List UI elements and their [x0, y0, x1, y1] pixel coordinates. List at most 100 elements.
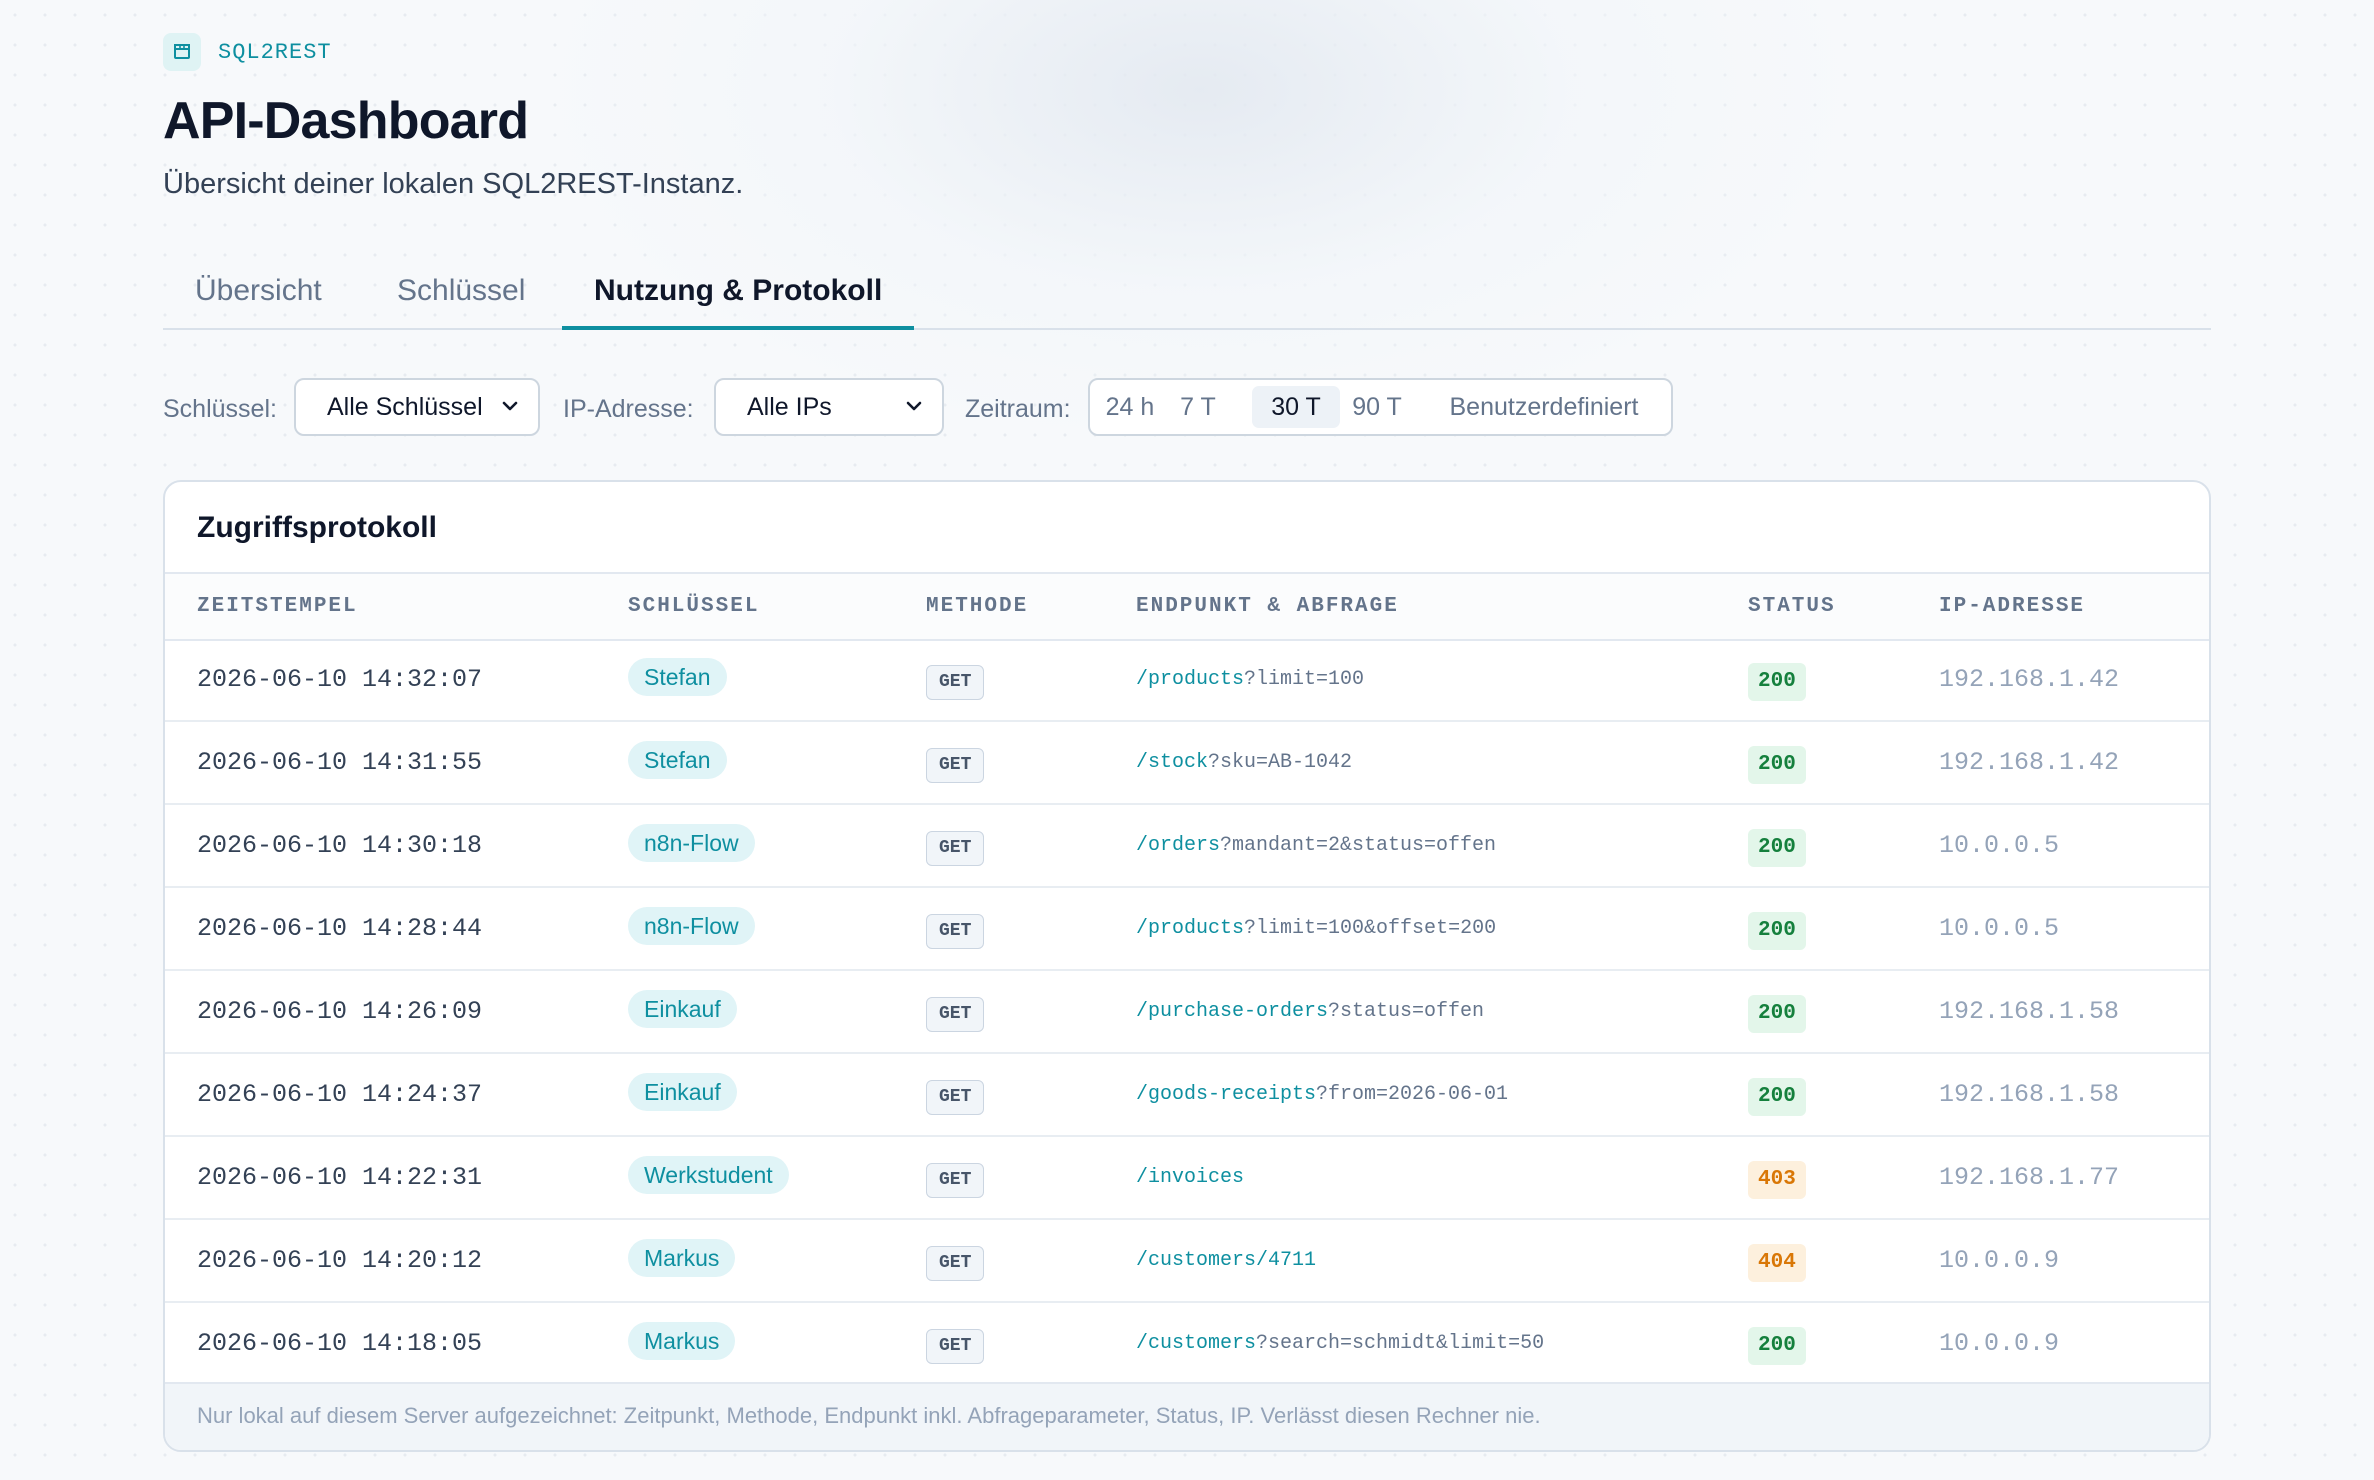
endpoint-path: /stock	[1136, 751, 1209, 774]
ip-cell: 192.168.1.58	[1939, 997, 2120, 1026]
endpoint-query: ?sku=AB-1042	[1208, 751, 1353, 774]
col-endpoint: ENDPUNKT & ABFRAGE	[1136, 595, 1399, 618]
ip-filter-select[interactable]: Alle IPs	[714, 378, 944, 436]
ip-cell: 192.168.1.42	[1939, 748, 2120, 777]
tab-usage-log[interactable]: Nutzung & Protokoll	[561, 254, 915, 330]
endpoint-query: ?status=offen	[1328, 1000, 1485, 1023]
status-badge: 200	[1748, 1326, 1806, 1365]
endpoint-cell: /products?limit=100&offset=200	[1136, 917, 1496, 940]
brand-name: SQL2REST	[218, 39, 332, 65]
endpoint-cell: /customers/4711	[1136, 1249, 1316, 1272]
status-badge: 200	[1748, 745, 1806, 784]
endpoint-path: /customers	[1136, 1332, 1257, 1355]
range-24h[interactable]: 24 h	[1105, 393, 1155, 421]
key-filter-value: Alle Schlüssel	[327, 393, 483, 421]
endpoint-query: ?from=2026-06-01	[1316, 1083, 1509, 1106]
key-tag: Einkauf	[628, 1072, 737, 1111]
table-body: 2026-06-10 14:32:07 Stefan GET/products?li…	[165, 639, 2209, 1386]
method-badge: GET	[926, 1246, 985, 1281]
col-timestamp: ZEITSTEMPEL	[197, 595, 358, 618]
tab-overview[interactable]: Übersicht	[195, 274, 322, 307]
key-tag: Markus	[628, 1238, 736, 1277]
tab-bar: Übersicht Schlüssel Nutzung & Protokoll	[163, 254, 2211, 330]
ip-cell: 10.0.0.5	[1939, 914, 2060, 943]
endpoint-query: ?search=schmidt&limit=50	[1256, 1332, 1545, 1355]
timestamp-cell: 2026-06-10 14:28:44	[197, 914, 483, 943]
key-filter-label: Schlüssel:	[163, 395, 277, 423]
endpoint-cell: /orders?mandant=2&status=offen	[1136, 834, 1496, 857]
key-tag: Stefan	[628, 740, 727, 779]
table-row[interactable]: 2026-06-10 14:30:18 n8n-Flow GET/orders?ma…	[165, 805, 2209, 888]
status-badge: 404	[1748, 1243, 1806, 1282]
ip-cell: 10.0.0.9	[1939, 1329, 2060, 1358]
table-row[interactable]: 2026-06-10 14:32:07 Stefan GET/products?li…	[165, 639, 2209, 722]
table-row[interactable]: 2026-06-10 14:28:44 n8n-Flow GET/products?…	[165, 888, 2209, 971]
brand: SQL2REST	[163, 33, 332, 71]
card-title: Zugriffsprotokoll	[197, 511, 437, 544]
range-30d[interactable]: 30 T	[1252, 386, 1340, 428]
col-status: STATUS	[1748, 595, 1836, 618]
endpoint-path: /customers/4711	[1136, 1249, 1317, 1272]
key-filter-select[interactable]: Alle Schlüssel	[294, 378, 540, 436]
page-subtitle: Übersicht deiner lokalen SQL2REST-Instan…	[163, 168, 744, 200]
table-row[interactable]: 2026-06-10 14:31:55 Stefan GET/stock?sku=A…	[165, 722, 2209, 805]
status-badge: 200	[1748, 1077, 1806, 1116]
endpoint-path: /orders	[1136, 834, 1221, 857]
timestamp-cell: 2026-06-10 14:30:18	[197, 831, 483, 860]
key-tag: n8n-Flow	[628, 823, 755, 862]
ip-filter-value: Alle IPs	[747, 393, 832, 421]
access-log-card: Zugriffsprotokoll ZEITSTEMPEL SCHLÜSSEL …	[163, 480, 2211, 1452]
timestamp-cell: 2026-06-10 14:24:37	[197, 1080, 483, 1109]
timestamp-cell: 2026-06-10 14:20:12	[197, 1246, 483, 1275]
method-badge: GET	[926, 831, 985, 866]
endpoint-cell: /goods-receipts?from=2026-06-01	[1136, 1083, 1508, 1106]
key-tag: n8n-Flow	[628, 906, 755, 945]
chevron-down-icon	[502, 401, 518, 411]
tab-keys[interactable]: Schlüssel	[397, 274, 526, 307]
time-range-selector: 24 h 7 T 30 T 90 T Benutzerdefiniert	[1088, 378, 1673, 436]
ip-cell: 192.168.1.42	[1939, 665, 2120, 694]
timestamp-cell: 2026-06-10 14:31:55	[197, 748, 483, 777]
endpoint-cell: /products?limit=100	[1136, 668, 1364, 691]
timestamp-cell: 2026-06-10 14:26:09	[197, 997, 483, 1026]
endpoint-path: /products	[1136, 917, 1245, 940]
method-badge: GET	[926, 665, 985, 700]
table-header: ZEITSTEMPEL SCHLÜSSEL METHODE ENDPUNKT &…	[165, 572, 2209, 641]
endpoint-query: ?mandant=2&status=offen	[1220, 834, 1497, 857]
range-custom[interactable]: Benutzerdefiniert	[1449, 393, 1639, 421]
timestamp-cell: 2026-06-10 14:18:05	[197, 1329, 483, 1358]
endpoint-cell: /customers?search=schmidt&limit=50	[1136, 1332, 1544, 1355]
col-method: METHODE	[926, 595, 1029, 618]
range-filter-label: Zeitraum:	[965, 395, 1071, 423]
endpoint-cell: /purchase-orders?status=offen	[1136, 1000, 1484, 1023]
endpoint-path: /invoices	[1136, 1166, 1245, 1189]
method-badge: GET	[926, 1163, 985, 1198]
footnote-text: Nur lokal auf diesem Server aufgezeichne…	[197, 1403, 1541, 1428]
table-row[interactable]: 2026-06-10 14:24:37 Einkauf GET/goods-rece…	[165, 1054, 2209, 1137]
table-row[interactable]: 2026-06-10 14:18:05 Markus GET/customers?s…	[165, 1303, 2209, 1386]
status-badge: 200	[1748, 662, 1806, 701]
endpoint-cell: /invoices	[1136, 1166, 1244, 1189]
ip-cell: 10.0.0.9	[1939, 1246, 2060, 1275]
method-badge: GET	[926, 914, 985, 949]
ip-filter-label: IP-Adresse:	[563, 395, 694, 423]
table-row[interactable]: 2026-06-10 14:22:31 Werkstudent GET/invoic…	[165, 1137, 2209, 1220]
endpoint-path: /goods-receipts	[1136, 1083, 1317, 1106]
ip-cell: 10.0.0.5	[1939, 831, 2060, 860]
range-90d[interactable]: 90 T	[1352, 393, 1402, 421]
table-row[interactable]: 2026-06-10 14:20:12 Markus GET/customers/4…	[165, 1220, 2209, 1303]
table-row[interactable]: 2026-06-10 14:26:09 Einkauf GET/purchase-o…	[165, 971, 2209, 1054]
method-badge: GET	[926, 1080, 985, 1115]
chevron-down-icon	[906, 401, 922, 411]
page-title: API-Dashboard	[163, 92, 529, 150]
method-badge: GET	[926, 997, 985, 1032]
status-badge: 403	[1748, 1160, 1806, 1199]
method-badge: GET	[926, 1329, 985, 1364]
ip-cell: 192.168.1.77	[1939, 1163, 2120, 1192]
endpoint-cell: /stock?sku=AB-1042	[1136, 751, 1352, 774]
endpoint-query: ?limit=100&offset=200	[1244, 917, 1497, 940]
key-tag: Einkauf	[628, 989, 737, 1028]
status-badge: 200	[1748, 994, 1806, 1033]
range-7d[interactable]: 7 T	[1180, 393, 1216, 421]
col-ip: IP-ADRESSE	[1939, 595, 2086, 618]
